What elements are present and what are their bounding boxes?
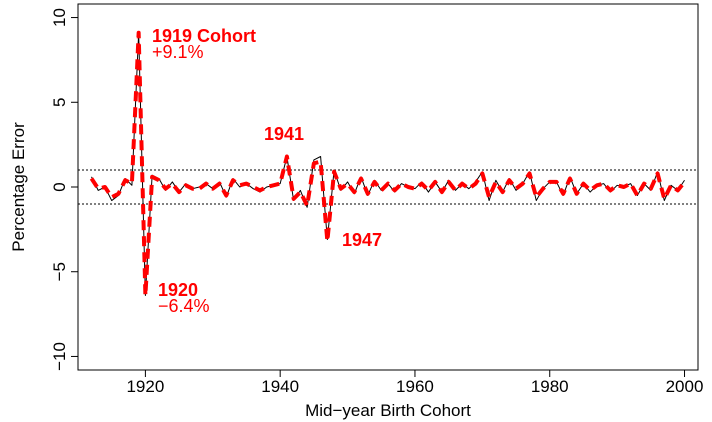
y-tick-label: 0 [50,182,69,191]
y-tick-label: 10 [50,8,69,27]
x-tick-label: 1960 [396,377,434,396]
x-axis-title: Mid−year Birth Cohort [305,401,471,420]
y-tick-label: −10 [50,342,69,371]
y-axis-title: Percentage Error [9,122,28,252]
x-tick-label: 1940 [261,377,299,396]
annotation: 1947 [342,230,382,250]
x-tick-label: 1980 [531,377,569,396]
series-line [91,32,685,296]
y-tick-label: −5 [50,262,69,281]
series-line [89,30,687,298]
x-tick-label: 1920 [126,377,164,396]
annotation: +9.1% [152,42,204,62]
y-tick-label: 5 [50,98,69,107]
annotation: 1920 [158,280,198,300]
annotation: 1919 Cohort [152,26,256,46]
annotation: 1941 [264,124,304,144]
annotation: −6.4% [158,296,210,316]
x-tick-label: 2000 [666,377,704,396]
